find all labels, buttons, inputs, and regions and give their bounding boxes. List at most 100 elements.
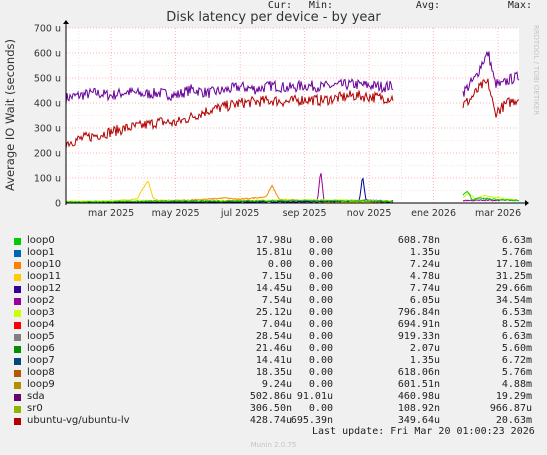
- y-tick-label: 0: [55, 199, 61, 210]
- legend-value-min: 0.00: [308, 343, 333, 354]
- legend-row: loop7 14.41u 0.00 1.35u 6.72m: [0, 355, 547, 367]
- legend-header-cur: Cur:: [267, 0, 292, 11]
- legend-series-name: loop11: [27, 271, 62, 282]
- y-tick-label: 700 u: [34, 24, 61, 35]
- legend-series-name: loop7: [27, 355, 55, 366]
- legend-row: loop3 25.12u 0.00 796.84n 6.53m: [0, 307, 547, 319]
- legend-row: loop10 0.00 0.00 7.24u 17.10m: [0, 259, 547, 271]
- chart-title: Disk latency per device - by year: [166, 10, 381, 25]
- y-tick-label: 300 u: [34, 124, 61, 135]
- legend-value-avg: 694.91n: [397, 319, 440, 330]
- y-tick-label: 500 u: [34, 74, 61, 85]
- legend-swatch: [14, 334, 21, 341]
- legend-value-avg: 1.35u: [409, 247, 440, 258]
- y-axis-arrow: [63, 20, 69, 24]
- legend-value-max: 5.76m: [501, 367, 532, 378]
- legend-swatch: [14, 406, 21, 413]
- series-line-sda: [65, 51, 520, 104]
- y-tick-label: 200 u: [34, 149, 61, 160]
- series-line-ubuntu-vg-ubuntu-lv: [65, 78, 519, 149]
- legend-value-avg: 2.07u: [409, 343, 440, 354]
- legend-value-cur: 428.74u: [249, 415, 292, 426]
- legend-row: loop12 14.45u 0.00 7.74u 29.66m: [0, 283, 547, 295]
- legend-value-max: 19.29m: [495, 391, 532, 402]
- legend-value-max: 31.25m: [495, 271, 532, 282]
- legend-value-min: 0.00: [308, 403, 333, 414]
- legend-value-max: 8.52m: [501, 319, 532, 330]
- legend-value-max: 5.60m: [501, 343, 532, 354]
- legend-row: sr0 306.50n 0.00 108.92n 966.87u: [0, 403, 547, 415]
- legend-series-name: loop9: [27, 379, 55, 390]
- legend-row: loop1 15.81u 0.00 1.35u 5.76m: [0, 247, 547, 259]
- legend-series-name: loop2: [27, 295, 55, 306]
- legend-series-name: loop6: [27, 343, 55, 354]
- legend-row: sda 502.86u 91.01u 460.98u 19.29m: [0, 391, 547, 403]
- legend-swatch: [14, 262, 21, 269]
- legend-value-avg: 7.24u: [409, 259, 440, 270]
- legend-value-max: 4.88m: [501, 379, 532, 390]
- legend-value-max: 29.66m: [495, 283, 532, 294]
- legend-series-name: loop0: [27, 235, 55, 246]
- legend-value-max: 6.63m: [501, 235, 532, 246]
- legend-series-name: ubuntu-vg/ubuntu-lv: [27, 415, 130, 426]
- legend-series-name: loop8: [27, 367, 55, 378]
- legend-value-min: 0.00: [308, 271, 333, 282]
- legend-value-avg: 460.98u: [397, 391, 440, 402]
- legend-swatch: [14, 274, 21, 281]
- legend-value-min: 0.00: [308, 307, 333, 318]
- legend-value-cur: 15.81u: [255, 247, 292, 258]
- y-tick-label: 100 u: [34, 174, 61, 185]
- legend-value-max: 966.87u: [489, 403, 532, 414]
- legend-value-avg: 6.05u: [409, 295, 440, 306]
- legend-value-avg: 1.35u: [409, 355, 440, 366]
- legend-swatch: [14, 418, 21, 425]
- legend-value-cur: 9.24u: [261, 379, 292, 390]
- legend-series-name: loop10: [27, 259, 62, 270]
- y-tick-label: 600 u: [34, 49, 61, 60]
- legend-value-cur: 7.15u: [261, 271, 292, 282]
- y-tick-label: 400 u: [34, 99, 61, 110]
- x-tick-label: nov 2025: [347, 208, 392, 219]
- legend-value-avg: 108.92n: [397, 403, 440, 414]
- x-axis-arrow: [525, 200, 529, 206]
- legend-value-max: 6.53m: [501, 307, 532, 318]
- y-axis-label: Average IO Wait (seconds): [3, 39, 17, 191]
- x-tick-label: mar 2025: [88, 208, 134, 219]
- legend-value-avg: 7.74u: [409, 283, 440, 294]
- x-tick-label: jul 2025: [220, 208, 260, 219]
- legend-swatch: [14, 250, 21, 257]
- legend-value-cur: 21.46u: [255, 343, 292, 354]
- legend-swatch: [14, 310, 21, 317]
- legend-value-max: 17.10m: [495, 259, 532, 270]
- legend-value-cur: 14.45u: [255, 283, 292, 294]
- legend-value-max: 5.76m: [501, 247, 532, 258]
- legend-value-max: 6.63m: [501, 331, 532, 342]
- legend-value-cur: 502.86u: [249, 391, 292, 402]
- last-update: Last update: Fri Mar 20 01:00:23 2026: [312, 426, 535, 437]
- legend-value-cur: 306.50n: [249, 403, 292, 414]
- latency-chart: 0 100 u 200 u 300 u 400 u 500 u 600 u 700 u mar …: [34, 20, 529, 219]
- legend-value-cur: 17.98u: [255, 235, 292, 246]
- legend-row: loop2 7.54u 0.00 6.05u 34.54m: [0, 295, 547, 307]
- legend-row: loop6 21.46u 0.00 2.07u 5.60m: [0, 343, 547, 355]
- legend-swatch: [14, 322, 21, 329]
- legend-value-avg: 796.84n: [397, 307, 440, 318]
- legend-value-min: 0.00: [308, 259, 333, 270]
- legend-row: loop5 28.54u 0.00 919.33n 6.63m: [0, 331, 547, 343]
- legend-value-avg: 4.78u: [409, 271, 440, 282]
- legend-value-min: 0.00: [308, 247, 333, 258]
- legend-value-max: 6.72m: [501, 355, 532, 366]
- legend-series-name: sr0: [27, 403, 43, 414]
- legend-value-cur: 7.54u: [261, 295, 292, 306]
- legend-series-name: loop5: [27, 331, 55, 342]
- legend-value-min: 91.01u: [296, 391, 333, 402]
- legend-value-min: 0.00: [308, 295, 333, 306]
- legend-swatch: [14, 298, 21, 305]
- legend-row: loop9 9.24u 0.00 601.51n 4.88m: [0, 379, 547, 391]
- legend-row: loop11 7.15u 0.00 4.78u 31.25m: [0, 271, 547, 283]
- x-tick-label: mar 2026: [475, 208, 521, 219]
- legend-value-cur: 0.00: [267, 259, 292, 270]
- legend-value-cur: 18.35u: [255, 367, 292, 378]
- legend-row: loop4 7.04u 0.00 694.91n 8.52m: [0, 319, 547, 331]
- legend-row: loop8 18.35u 0.00 618.06n 5.76m: [0, 367, 547, 379]
